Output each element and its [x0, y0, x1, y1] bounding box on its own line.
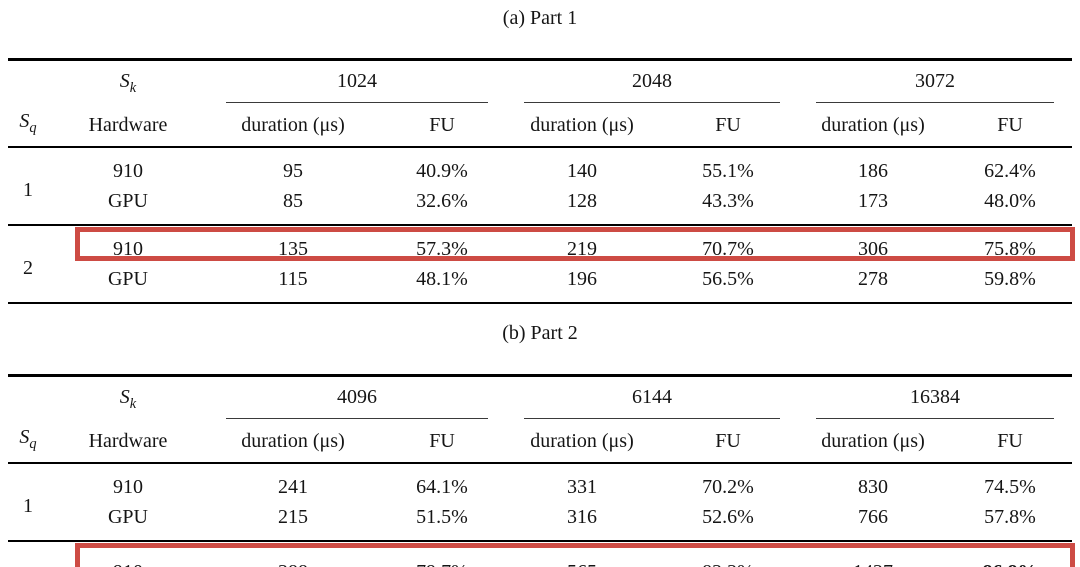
table-part1-container: Sk 1024 2048 3072 Sq Hardware duration (… [8, 58, 1072, 304]
table-row: 291038879.7%56582.2%142786.8% [8, 540, 1072, 567]
fu-header: FU [378, 419, 506, 464]
hardware-value: GPU [107, 268, 148, 290]
table-body: 1 910 95 40.9% 140 55.1% 186 62.4% GPU 85 32.6% 128… [8, 147, 1072, 303]
table-row: GPU 115 48.1% 196 56.5% 278 59.8% [8, 264, 1072, 303]
sq-value: 2 [8, 540, 48, 567]
duration-header: duration (μs) [506, 419, 658, 464]
fu-value: 64.1% [416, 476, 468, 498]
fu-value: 75.8% [948, 224, 1072, 264]
table-caption-part1: (a) Part 1 [502, 7, 578, 29]
table-row: 1 910 241 64.1% 331 70.2% 830 74.5% [8, 463, 1072, 517]
fu-value: 56.5% [702, 268, 754, 290]
hardware-value: 910 [113, 476, 143, 498]
duration-value: 115 [278, 268, 308, 290]
duration-header: duration (μs) [208, 103, 378, 148]
duration-header: duration (μs) [798, 103, 948, 148]
duration-value: 95 [283, 160, 303, 182]
duration-value: 196 [567, 268, 597, 290]
fu-header: FU [948, 419, 1072, 464]
table-part2-container: Sk 4096 6144 16384 Sq Hardware duration … [8, 374, 1072, 567]
duration-value: 140 [567, 160, 597, 182]
duration-value: 830 [858, 476, 888, 498]
span-header-1024: 1024 [208, 60, 506, 103]
duration-value: 766 [858, 506, 888, 528]
fu-value: 43.3% [702, 190, 754, 212]
hardware-header: Hardware [48, 103, 208, 148]
fu-value: 48.0% [984, 190, 1036, 212]
duration-value: 215 [278, 506, 308, 528]
column-header-row: Sq Hardware duration (μs) FU duration (μ… [8, 103, 1072, 148]
sq-value: 1 [23, 495, 33, 517]
duration-header: duration (μs) [208, 419, 378, 464]
sq-value: 2 [8, 224, 48, 303]
hardware-value: 910 [48, 540, 208, 567]
span-header-2048: 2048 [506, 60, 798, 103]
fu-value: 82.2% [658, 540, 798, 567]
table-body: 1 910 241 64.1% 331 70.2% 830 74.5% GPU 215 51.5% 3… [8, 463, 1072, 567]
hardware-header: Hardware [48, 419, 208, 464]
duration-header: duration (μs) [798, 419, 948, 464]
table-row: 1 910 95 40.9% 140 55.1% 186 62.4% [8, 147, 1072, 201]
corner-empty-cell [8, 376, 48, 420]
duration-value: 128 [567, 190, 597, 212]
fu-value: 51.5% [416, 506, 468, 528]
results-table-part1: Sk 1024 2048 3072 Sq Hardware duration (… [8, 58, 1072, 304]
duration-header: duration (μs) [506, 103, 658, 148]
sk-symbol-header: Sk [119, 70, 137, 96]
fu-value: 62.4% [984, 160, 1036, 182]
hardware-value: GPU [107, 190, 148, 212]
fu-value: 74.5% [984, 476, 1036, 498]
fu-header: FU [658, 419, 798, 464]
fu-value: 59.8% [984, 268, 1036, 290]
fu-value: 52.6% [702, 506, 754, 528]
duration-value: 331 [567, 476, 597, 498]
sq-value: 1 [23, 179, 33, 201]
duration-value: 388 [208, 540, 378, 567]
duration-value: 241 [278, 476, 308, 498]
fu-value: 57.3% [378, 224, 506, 264]
fu-value: 55.1% [702, 160, 754, 182]
sq-symbol-header: Sq [8, 419, 48, 464]
column-header-row: Sq Hardware duration (μs) FU duration (μ… [8, 419, 1072, 464]
duration-value: 186 [858, 160, 888, 182]
duration-value: 565 [506, 540, 658, 567]
hardware-value: 910 [113, 160, 143, 182]
duration-value: 316 [567, 506, 597, 528]
duration-value: 219 [506, 224, 658, 264]
duration-value: 306 [798, 224, 948, 264]
fu-value: 40.9% [416, 160, 468, 182]
span-header-4096: 4096 [208, 376, 506, 419]
sq-symbol-header: Sq [8, 103, 48, 148]
fu-value: 79.7% [378, 540, 506, 567]
corner-empty-cell [8, 60, 48, 104]
duration-value: 85 [283, 190, 303, 212]
fu-value: 86.8% [948, 540, 1072, 567]
sk-symbol-header: Sk [119, 386, 137, 412]
duration-value: 135 [208, 224, 378, 264]
span-header-6144: 6144 [506, 376, 798, 419]
fu-value: 70.7% [658, 224, 798, 264]
span-header-16384: 16384 [798, 376, 1072, 419]
table-row: GPU 215 51.5% 316 52.6% 766 57.8% [8, 502, 1072, 541]
duration-value: 1427 [798, 540, 948, 567]
table-row: 2 910 135 57.3% 219 70.7% 306 75.8% [8, 224, 1072, 303]
hardware-value: GPU [107, 506, 148, 528]
span-header-row: Sk 1024 2048 3072 [8, 60, 1072, 104]
fu-value: 57.8% [984, 506, 1036, 528]
table-caption-part2: (b) Part 2 [502, 322, 578, 344]
fu-value: 32.6% [416, 190, 468, 212]
table-row: GPU 85 32.6% 128 43.3% 173 48.0% [8, 186, 1072, 225]
results-table-part2: Sk 4096 6144 16384 Sq Hardware duration … [8, 374, 1072, 567]
fu-header: FU [948, 103, 1072, 148]
span-header-3072: 3072 [798, 60, 1072, 103]
duration-value: 173 [858, 190, 888, 212]
duration-value: 278 [858, 268, 888, 290]
fu-value: 70.2% [702, 476, 754, 498]
hardware-value: 910 [48, 224, 208, 264]
span-header-row: Sk 4096 6144 16384 [8, 376, 1072, 420]
fu-header: FU [378, 103, 506, 148]
fu-header: FU [658, 103, 798, 148]
fu-value: 48.1% [416, 268, 468, 290]
